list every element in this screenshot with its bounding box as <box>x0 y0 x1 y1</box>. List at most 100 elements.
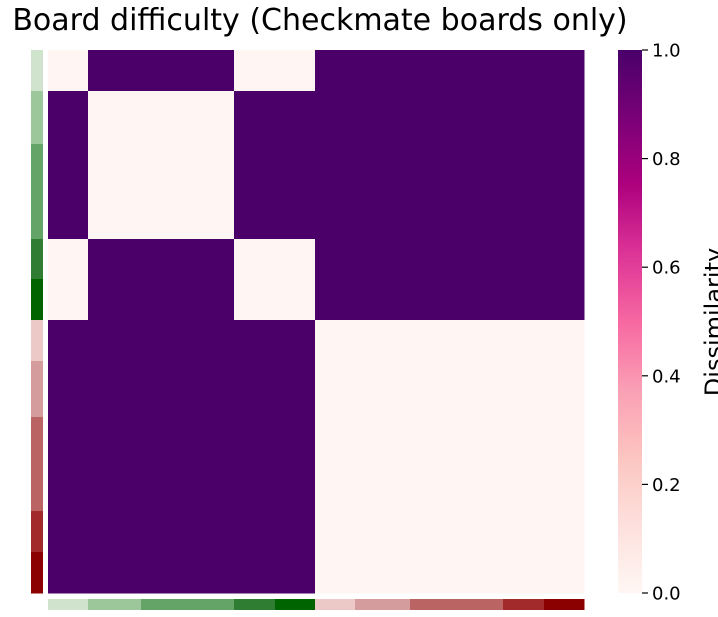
heatmap-cell <box>141 511 235 553</box>
heatmap-cell <box>544 552 585 594</box>
heatmap-cell <box>355 50 411 92</box>
heatmap-cell <box>355 320 411 362</box>
heatmap-cell <box>275 552 316 594</box>
heatmap-cell <box>544 239 585 280</box>
colorbar-tick-label: 0.6 <box>652 258 681 279</box>
column-difficulty-swatch <box>234 599 276 610</box>
heatmap-cell <box>275 320 316 362</box>
column-difficulty-swatch <box>315 599 356 610</box>
row-difficulty-swatch <box>31 50 43 92</box>
heatmap-cell <box>355 91 411 145</box>
row-difficulty-swatch <box>31 144 43 240</box>
heatmap-cell <box>410 320 504 362</box>
heatmap-cell <box>48 552 89 594</box>
heatmap-cell <box>410 511 504 553</box>
heatmap-cell <box>355 361 411 418</box>
row-difficulty-swatch <box>31 511 43 553</box>
heatmap-cell <box>48 279 89 321</box>
heatmap-cell <box>141 417 235 512</box>
column-difficulty-swatch <box>275 599 316 610</box>
heatmap-cell <box>48 511 89 553</box>
heatmap-cell <box>544 361 585 418</box>
heatmap-cell <box>315 511 356 553</box>
heatmap-cell <box>88 50 142 92</box>
heatmap-cell <box>88 239 142 280</box>
heatmap-cell <box>355 417 411 512</box>
heatmap-cell <box>544 417 585 512</box>
heatmap-cell <box>315 552 356 594</box>
heatmap-cell <box>234 239 276 280</box>
heatmap-cell <box>410 50 504 92</box>
heatmap-cell <box>355 511 411 553</box>
heatmap-cell <box>88 144 142 240</box>
heatmap-cell <box>544 511 585 553</box>
row-difficulty-swatch <box>31 417 43 512</box>
heatmap-cell <box>48 320 89 362</box>
heatmap-cell <box>410 361 504 418</box>
column-difficulty-swatch <box>88 599 142 610</box>
colorbar-tick-label: 1.0 <box>652 41 681 62</box>
column-difficulty-swatch <box>503 599 545 610</box>
heatmap-cell <box>315 417 356 512</box>
heatmap-cell <box>503 511 545 553</box>
heatmap-cell <box>355 144 411 240</box>
heatmap-cell <box>503 144 545 240</box>
row-difficulty-swatch <box>31 91 43 145</box>
heatmap-cell <box>88 91 142 145</box>
column-difficulty-swatch <box>141 599 235 610</box>
row-difficulty-colors <box>31 50 43 594</box>
colorbar-tick-label: 0.0 <box>652 584 681 605</box>
heatmap-cell <box>355 239 411 280</box>
heatmap-cell <box>315 144 356 240</box>
row-difficulty-swatch <box>31 320 43 362</box>
heatmap-cell <box>315 320 356 362</box>
heatmap-cell <box>141 50 235 92</box>
colorbar-tick-label: 0.2 <box>652 475 681 496</box>
heatmap-cell <box>315 91 356 145</box>
heatmap-cell <box>48 50 89 92</box>
heatmap-cell <box>410 279 504 321</box>
heatmap-cell <box>234 50 276 92</box>
heatmap-cell <box>88 320 142 362</box>
heatmap-cell <box>544 144 585 240</box>
heatmap-cell <box>141 144 235 240</box>
heatmap-cell <box>275 144 316 240</box>
heatmap-cell <box>234 320 276 362</box>
heatmap-cell <box>88 361 142 418</box>
heatmap-cell <box>275 279 316 321</box>
heatmap-cell <box>141 320 235 362</box>
heatmap-cell <box>48 417 89 512</box>
heatmap-cell <box>503 552 545 594</box>
heatmap-cell <box>315 361 356 418</box>
heatmap-cell <box>503 239 545 280</box>
heatmap-cell <box>503 91 545 145</box>
heatmap-cell <box>234 552 276 594</box>
heatmap-cell <box>141 239 235 280</box>
heatmap-cell <box>88 552 142 594</box>
heatmap-cell <box>410 552 504 594</box>
heatmap-cell <box>544 279 585 321</box>
colorbar <box>618 50 642 593</box>
heatmap-cell <box>503 50 545 92</box>
heatmap-cell <box>88 279 142 321</box>
heatmap-cell <box>48 144 89 240</box>
heatmap-cells <box>48 50 585 594</box>
heatmap-cell <box>234 144 276 240</box>
heatmap-cell <box>503 361 545 418</box>
heatmap-cell <box>410 144 504 240</box>
heatmap-cell <box>141 361 235 418</box>
heatmap-cell <box>141 91 235 145</box>
heatmap-cell <box>544 320 585 362</box>
heatmap-cell <box>88 417 142 512</box>
heatmap-cell <box>275 511 316 553</box>
heatmap-cell <box>234 279 276 321</box>
row-difficulty-swatch <box>31 361 43 418</box>
heatmap-cell <box>355 552 411 594</box>
row-difficulty-swatch <box>31 552 43 594</box>
heatmap-cell <box>410 239 504 280</box>
heatmap-cell <box>48 361 89 418</box>
heatmap-cell <box>544 50 585 92</box>
heatmap-cell <box>544 91 585 145</box>
colorbar-tick-label: 0.4 <box>652 366 681 387</box>
